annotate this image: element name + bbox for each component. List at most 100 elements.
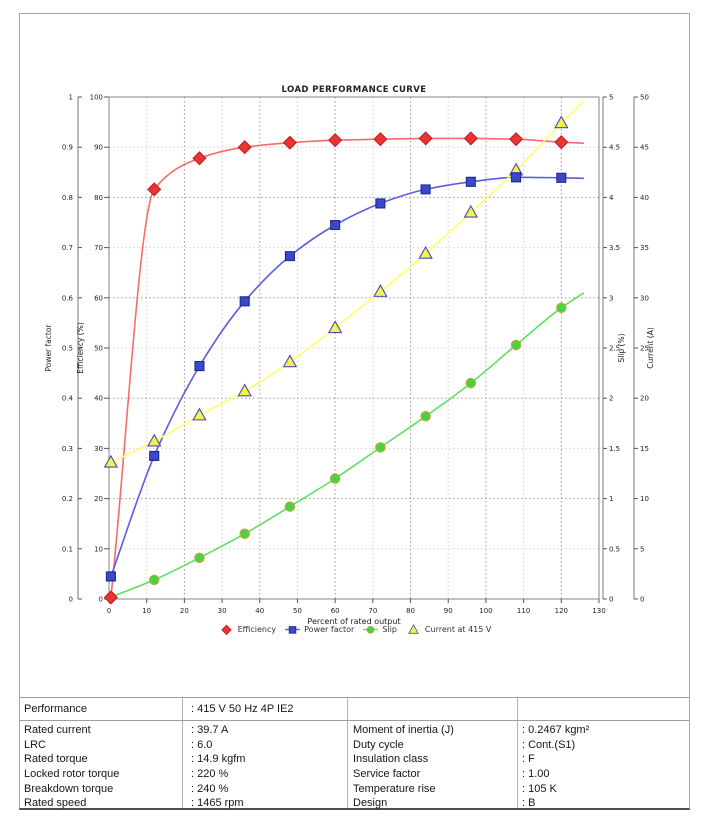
legend-item-efficiency: Efficiency — [218, 623, 276, 636]
table-cell-label: Locked rotor torque — [24, 768, 120, 781]
cur-tick-label: 0 — [640, 596, 644, 604]
x-axis-title: Percent of rated output — [307, 617, 400, 626]
pf-tick-label: 0.5 — [62, 345, 73, 353]
triangle-marker — [192, 407, 207, 421]
slip-tick-label: 1 — [609, 495, 613, 503]
x-tick-label: 10 — [142, 607, 151, 615]
report-frame: 0 10 20 30 40 50 60 70 80 90 100 110 120 130 Percent o… — [19, 13, 690, 810]
eff-tick-label: 50 — [94, 345, 103, 353]
pf-tick-label: 0.2 — [62, 495, 73, 503]
legend-label-current-at-415-v: Current at 415 V — [424, 624, 492, 634]
diamond-marker — [418, 131, 433, 146]
eff-tick-label: 10 — [94, 545, 103, 553]
slip-tick-label: 0 — [609, 596, 613, 604]
x-tick-label: 50 — [293, 607, 302, 615]
table-row: Breakdown torque: 240 % Temperature rise:… — [20, 781, 689, 796]
table-cell-label: Duty cycle — [353, 738, 404, 751]
table-cell-label: Rated speed — [24, 797, 87, 810]
square-marker — [420, 184, 431, 195]
table-cell-value: : 1465 rpm — [191, 797, 244, 810]
x-tick-label: 100 — [479, 607, 492, 615]
table-cell-label: Design — [353, 797, 388, 810]
cur-tick-label: 30 — [640, 294, 649, 302]
cur-tick-label: 20 — [640, 395, 649, 403]
pf-tick-label: 0.3 — [62, 445, 73, 453]
eff-tick-label: 30 — [94, 445, 103, 453]
table-row: Locked rotor torque: 220 % Service factor… — [20, 767, 689, 782]
slip-tick-label: 2.5 — [609, 345, 620, 353]
table-cell-value: : 220 % — [191, 768, 229, 781]
performance-value: : 415 V 50 Hz 4P IE2 — [191, 703, 294, 715]
diamond-marker — [282, 135, 298, 150]
cur-tick-label: 25 — [640, 345, 649, 353]
circle-marker — [375, 442, 386, 453]
circle-marker — [420, 411, 431, 422]
table-cell-label: LRC — [24, 738, 47, 751]
table-cell-label: Insulation class — [353, 753, 429, 766]
table-cell-value: : 240 % — [191, 782, 229, 795]
circle-marker — [239, 528, 250, 539]
table-cell-value: : 39.7 A — [191, 724, 229, 737]
table-cell-value: : 6.0 — [191, 738, 213, 751]
circle-marker — [148, 574, 160, 586]
legend-square-icon — [285, 625, 301, 634]
eff-tick-label: 80 — [94, 194, 103, 202]
pf-tick-label: 0.6 — [62, 294, 74, 302]
table-divider — [347, 698, 348, 808]
cur-tick-label: 45 — [640, 144, 649, 152]
performance-label: Performance — [24, 703, 87, 715]
table-cell-value: : F — [522, 753, 535, 766]
performance-row: Performance : 415 V 50 Hz 4P IE2 — [20, 698, 689, 721]
x-tick-label: 40 — [255, 607, 264, 615]
chart-title: LOAD PERFORMANCE CURVE — [282, 85, 427, 95]
x-tick-label: 30 — [218, 607, 227, 615]
x-tick-label: 120 — [555, 607, 568, 615]
slip-curve — [110, 292, 585, 598]
circle-marker — [465, 377, 477, 389]
table-row: Rated speed: 1465 rpm Design: B — [20, 796, 689, 811]
legend-item-current-at-415-v: Current at 415 V — [405, 623, 491, 636]
slip-tick-label: 5 — [609, 94, 613, 102]
diamond-marker — [103, 590, 118, 605]
slip-tick-label: 2 — [609, 395, 613, 403]
diamond-marker — [147, 182, 162, 197]
cur-tick-label: 15 — [640, 445, 649, 453]
triangle-marker — [103, 454, 119, 468]
x-tick-label: 60 — [331, 607, 340, 615]
circle-marker — [284, 501, 296, 512]
x-tick-label: 130 — [592, 607, 605, 615]
triangle-marker — [146, 433, 162, 447]
eff-tick-label: 60 — [94, 294, 103, 302]
table-cell-value: : 0.2467 kgm² — [522, 724, 590, 737]
square-marker — [149, 450, 160, 461]
cur-tick-label: 35 — [640, 244, 649, 252]
square-marker — [330, 219, 341, 231]
legend-circle-icon — [363, 625, 379, 634]
slip-tick-label: 0.5 — [609, 545, 620, 553]
triangle-marker — [418, 245, 433, 259]
table-rows: Rated current: 39.7 A Moment of inertia (… — [20, 721, 689, 811]
diamond-marker — [220, 624, 232, 635]
square-marker — [194, 361, 205, 372]
diamond-marker — [508, 132, 524, 147]
table-cell-label: Moment of inertia (J) — [353, 724, 454, 737]
slip-tick-label: 4.5 — [609, 144, 620, 152]
slip-tick-label: 4 — [609, 194, 614, 202]
square-marker — [105, 571, 116, 582]
square-marker — [465, 176, 476, 187]
square-marker — [288, 625, 297, 634]
x-tick-label: 20 — [180, 607, 189, 615]
cur-tick-label: 10 — [640, 495, 649, 503]
table-cell-value: : 14.9 kgfm — [191, 753, 246, 766]
pf-tick-label: 0.9 — [62, 144, 73, 152]
legend-label-slip: Slip — [382, 624, 397, 634]
table-cell-value: : Cont.(S1) — [522, 738, 576, 751]
x-tick-label: 90 — [444, 607, 453, 615]
diamond-marker — [328, 133, 343, 148]
cur-tick-label: 40 — [640, 194, 649, 202]
cur-tick-label: 50 — [640, 94, 649, 102]
legend-diamond-icon — [220, 624, 232, 635]
square-marker — [284, 251, 295, 262]
slip-tick-label: 3.5 — [609, 244, 620, 252]
